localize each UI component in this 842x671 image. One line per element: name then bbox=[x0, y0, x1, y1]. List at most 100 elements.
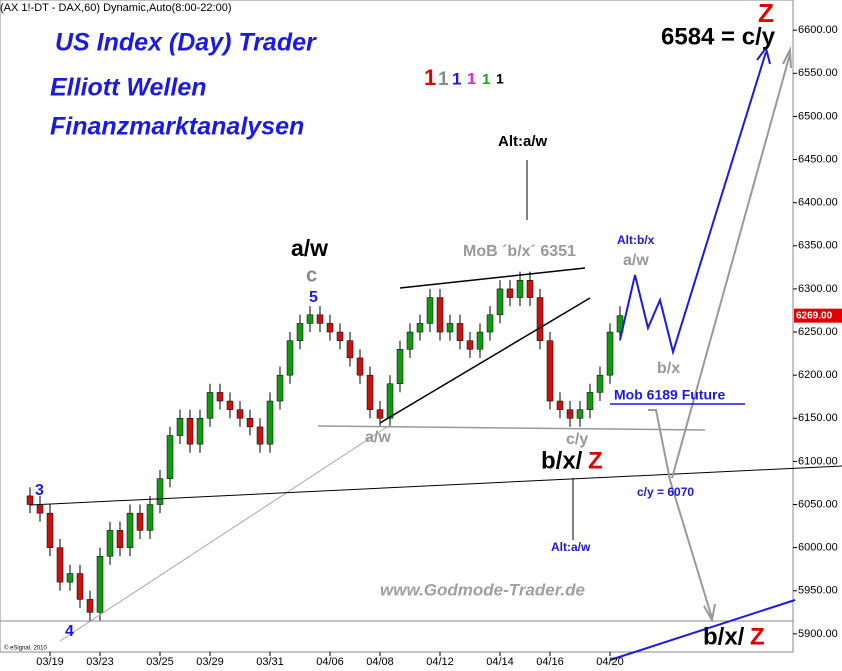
candle-body bbox=[236, 409, 244, 419]
x-tick-label: 03/31 bbox=[256, 656, 284, 668]
trendline bbox=[317, 425, 706, 431]
candle-body bbox=[396, 349, 404, 385]
annotation: 1 bbox=[424, 65, 436, 90]
candle-body bbox=[556, 400, 564, 410]
candle-body bbox=[356, 357, 364, 376]
candle-body bbox=[316, 314, 324, 324]
candle-body bbox=[136, 512, 144, 531]
header: (AX 1!-DT - DAX,60) Dynamic,Auto(8:00-22… bbox=[0, 2, 232, 14]
marks bbox=[26, 271, 624, 621]
annotation: Z bbox=[758, 0, 774, 28]
candle-body bbox=[606, 331, 614, 376]
annotation: www.Godmode-Trader.de bbox=[380, 580, 585, 599]
candle-body bbox=[486, 314, 494, 333]
annotation: b/x/ bbox=[703, 623, 745, 650]
candle-body bbox=[76, 573, 84, 600]
annotation: a/w bbox=[623, 252, 649, 269]
candle-body bbox=[586, 392, 594, 410]
wave-path bbox=[648, 409, 713, 619]
x-tick-label: 04/14 bbox=[486, 656, 514, 668]
x-tick-label: 04/20 bbox=[596, 656, 624, 668]
candle-body bbox=[66, 573, 74, 583]
candle-body bbox=[186, 418, 194, 445]
annotation: 3 bbox=[35, 482, 44, 499]
candle-body bbox=[496, 288, 504, 316]
candle-body bbox=[416, 323, 424, 333]
annotation: Alt:a/w bbox=[498, 133, 548, 150]
y-tick-label: 6350.00 bbox=[798, 240, 838, 252]
y-tick-label: 6450.00 bbox=[798, 153, 838, 165]
arrow-head bbox=[782, 46, 792, 69]
candle-body bbox=[546, 340, 554, 402]
y-tick-label: 5950.00 bbox=[798, 585, 838, 597]
candle-body bbox=[106, 530, 114, 557]
y-tick-label: 6500.00 bbox=[798, 110, 838, 122]
annotation: Mob 6189 Future bbox=[614, 387, 725, 403]
arrow-head bbox=[756, 45, 771, 65]
y-tick-label: 6150.00 bbox=[798, 412, 838, 424]
candle-body bbox=[206, 392, 214, 419]
wave-path bbox=[671, 53, 791, 479]
candle-body bbox=[246, 418, 254, 428]
annotation: Finanzmarktanalysen bbox=[50, 113, 304, 141]
candle-body bbox=[176, 418, 184, 436]
y-tick-label: 6050.00 bbox=[798, 498, 838, 510]
annotation: 1 bbox=[467, 71, 476, 88]
last-price-box bbox=[794, 308, 842, 323]
candle-body bbox=[256, 426, 264, 445]
x-tick-label: 03/25 bbox=[146, 656, 174, 668]
candle-body bbox=[406, 331, 414, 350]
annotation: c/y = 6070 bbox=[637, 485, 694, 499]
annotations: US Index (Day) Trader Elliott Wellen Fin… bbox=[35, 0, 776, 650]
candle-body bbox=[266, 400, 274, 445]
trendline bbox=[29, 465, 842, 506]
arrow-head bbox=[703, 603, 716, 623]
annotation: Alt:b/x bbox=[617, 233, 655, 247]
annotation: Z bbox=[588, 447, 603, 474]
trendline bbox=[379, 297, 591, 424]
candle-body bbox=[116, 530, 124, 548]
candle-body bbox=[576, 409, 584, 419]
wave-path bbox=[619, 51, 767, 356]
annotation: US Index (Day) Trader bbox=[55, 29, 317, 57]
annotation: c/y bbox=[566, 431, 588, 448]
candle-body bbox=[216, 392, 224, 402]
y-tick-label: 6300.00 bbox=[798, 283, 838, 295]
y-tick-label: 6600.00 bbox=[798, 24, 838, 36]
annotation: a/w bbox=[365, 429, 391, 446]
candle-body bbox=[426, 297, 434, 324]
candle-body bbox=[596, 374, 604, 393]
candle-body bbox=[536, 297, 544, 341]
candle-body bbox=[166, 435, 174, 479]
candle-body bbox=[446, 323, 454, 333]
annotation: Alt:a/w bbox=[551, 540, 591, 554]
x-tick-label: 03/23 bbox=[86, 656, 114, 668]
annotation: 1 bbox=[438, 69, 449, 90]
annotation: b/x bbox=[657, 360, 680, 377]
annotation: 5 bbox=[309, 289, 318, 306]
candle-body bbox=[286, 340, 294, 376]
x-tick-label: 04/12 bbox=[426, 656, 454, 668]
x-tick-label: 04/08 bbox=[366, 656, 394, 668]
annotation: Elliott Wellen bbox=[50, 74, 207, 102]
x-tick-label: 03/29 bbox=[196, 656, 224, 668]
candle-body bbox=[386, 383, 394, 419]
annotation: Z bbox=[750, 623, 765, 650]
last-price-label: 6269.00 bbox=[796, 310, 833, 321]
candle-body bbox=[56, 547, 64, 583]
candle-body bbox=[36, 504, 44, 514]
candle-body bbox=[346, 340, 354, 359]
candle-body bbox=[146, 504, 154, 531]
annotation: b/x/ bbox=[541, 447, 583, 474]
annotation: MoB ´b/x´ 6351 bbox=[463, 243, 576, 260]
x-tick-label: 03/19 bbox=[36, 656, 64, 668]
x-tick-label: 04/16 bbox=[536, 656, 564, 668]
y-tick-label: 6400.00 bbox=[798, 197, 838, 209]
candle-body bbox=[376, 409, 384, 419]
candle-body bbox=[326, 323, 334, 333]
trendline bbox=[609, 599, 796, 661]
candle-body bbox=[86, 599, 94, 613]
candle-body bbox=[46, 512, 54, 548]
trendline bbox=[399, 267, 586, 289]
